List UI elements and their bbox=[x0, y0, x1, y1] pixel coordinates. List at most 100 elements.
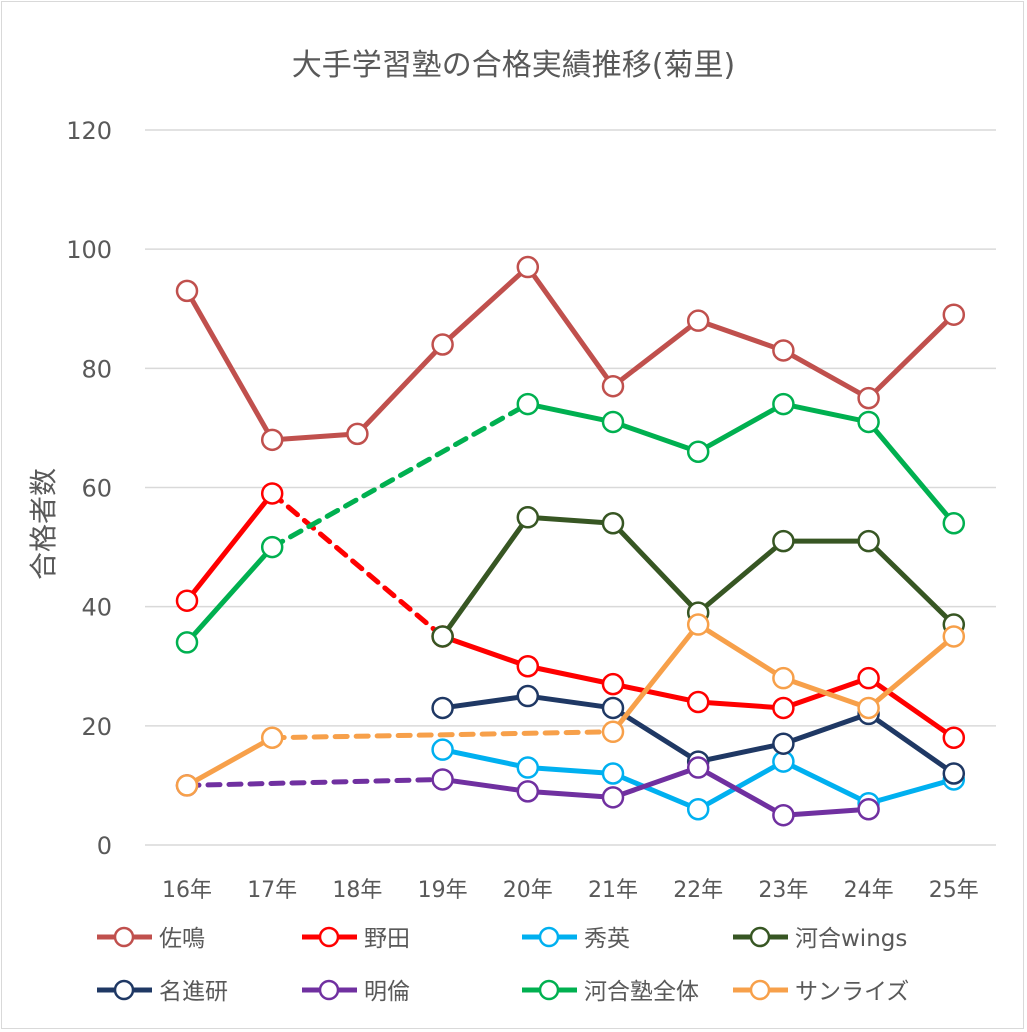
data-point bbox=[601, 410, 625, 434]
series-line-segment bbox=[610, 520, 701, 616]
legend-marker bbox=[113, 979, 135, 1001]
series-line-segment bbox=[780, 711, 872, 747]
x-tick-label: 24年 bbox=[844, 878, 894, 903]
y-tick-label: 40 bbox=[81, 594, 112, 622]
legend-label: 野田 bbox=[364, 926, 410, 952]
x-tick-label: 19年 bbox=[418, 878, 468, 903]
x-tick-label: 22年 bbox=[673, 878, 723, 903]
data-point bbox=[431, 768, 454, 791]
legend-label: 河合塾全体 bbox=[584, 979, 699, 1005]
data-point bbox=[431, 696, 454, 720]
data-point bbox=[857, 696, 880, 720]
data-point bbox=[857, 386, 880, 410]
data-point bbox=[175, 631, 199, 654]
data-point bbox=[772, 732, 795, 755]
series-line-segment bbox=[440, 264, 531, 347]
data-point bbox=[857, 410, 880, 434]
data-point bbox=[431, 738, 454, 761]
series-line-segment bbox=[440, 633, 531, 669]
series-line-segment bbox=[866, 675, 957, 741]
data-point bbox=[516, 780, 540, 803]
series-line-segment bbox=[866, 711, 957, 776]
series-line-segment bbox=[184, 288, 275, 443]
series-line-segment bbox=[525, 514, 616, 526]
series-line-segment bbox=[525, 788, 616, 800]
legend-marker bbox=[318, 926, 340, 948]
series-line-segment bbox=[610, 771, 701, 812]
data-point bbox=[260, 726, 284, 749]
x-tick-label: 21年 bbox=[588, 878, 638, 903]
data-point bbox=[601, 762, 625, 785]
series-line-segment bbox=[866, 633, 957, 711]
series-line-segment bbox=[525, 264, 616, 389]
data-point bbox=[516, 684, 540, 708]
series-line-segment bbox=[440, 514, 531, 639]
series-line-segment bbox=[610, 419, 701, 455]
series-line-segment bbox=[184, 776, 446, 788]
data-point bbox=[601, 720, 625, 744]
chart-title: 大手学習塾の合格実績推移(菊里) bbox=[291, 48, 736, 83]
data-point bbox=[175, 279, 199, 303]
data-point bbox=[175, 774, 199, 797]
data-point bbox=[857, 666, 880, 690]
series-line-segment bbox=[269, 490, 446, 639]
legend-label: 河合wings bbox=[795, 926, 907, 952]
x-tick-label: 25年 bbox=[929, 878, 979, 903]
series-line-segment bbox=[440, 747, 531, 771]
y-tick-label: 0 bbox=[97, 832, 112, 860]
data-point bbox=[601, 786, 625, 809]
data-point bbox=[260, 482, 284, 505]
data-point bbox=[772, 392, 795, 416]
data-point bbox=[686, 690, 710, 714]
data-point bbox=[516, 392, 540, 416]
series-line-segment bbox=[525, 765, 616, 776]
series-line-segment bbox=[610, 681, 701, 705]
legend-marker bbox=[318, 979, 340, 1001]
y-tick-label: 20 bbox=[81, 713, 112, 741]
series-line-segment bbox=[354, 342, 446, 437]
y-tick-label: 60 bbox=[81, 475, 112, 503]
series-line-segment bbox=[184, 490, 275, 604]
series-line-segment bbox=[695, 538, 786, 616]
data-point bbox=[942, 512, 966, 535]
series-line-segment bbox=[695, 759, 786, 812]
data-point bbox=[772, 339, 795, 362]
y-tick-label: 120 bbox=[66, 117, 112, 145]
data-point bbox=[686, 798, 710, 821]
data-point bbox=[431, 333, 454, 356]
series-line-segment bbox=[440, 776, 531, 794]
legend-marker bbox=[749, 926, 771, 948]
data-point bbox=[260, 535, 284, 559]
x-tick-label: 17年 bbox=[247, 878, 297, 903]
series-line-segment bbox=[695, 699, 786, 711]
legend-marker bbox=[749, 979, 771, 1001]
data-point bbox=[516, 506, 540, 529]
data-point bbox=[601, 512, 625, 535]
data-point bbox=[686, 440, 710, 463]
series-line-segment bbox=[866, 419, 957, 526]
series-line-segment bbox=[440, 693, 531, 711]
series-line-segment bbox=[610, 318, 701, 389]
series-line-segment bbox=[695, 318, 786, 353]
series-line-segment bbox=[269, 431, 360, 443]
data-point bbox=[516, 756, 540, 779]
series-line-segment bbox=[184, 544, 275, 645]
y-tick-label: 80 bbox=[81, 355, 112, 383]
data-point bbox=[772, 666, 795, 690]
data-point bbox=[772, 803, 795, 827]
series-line-segment bbox=[866, 538, 957, 628]
x-tick-label: 18年 bbox=[332, 878, 382, 903]
data-point bbox=[857, 798, 880, 821]
series-line-segment bbox=[184, 735, 275, 788]
series-line-segment bbox=[525, 663, 616, 687]
x-tick-label: 23年 bbox=[758, 878, 808, 903]
data-point bbox=[175, 589, 199, 612]
series-line-segment bbox=[695, 765, 786, 818]
data-point bbox=[431, 625, 454, 648]
data-point bbox=[942, 762, 966, 785]
data-point bbox=[601, 374, 625, 398]
series-line-segment bbox=[780, 401, 872, 425]
legend-label: 名進研 bbox=[159, 979, 228, 1005]
